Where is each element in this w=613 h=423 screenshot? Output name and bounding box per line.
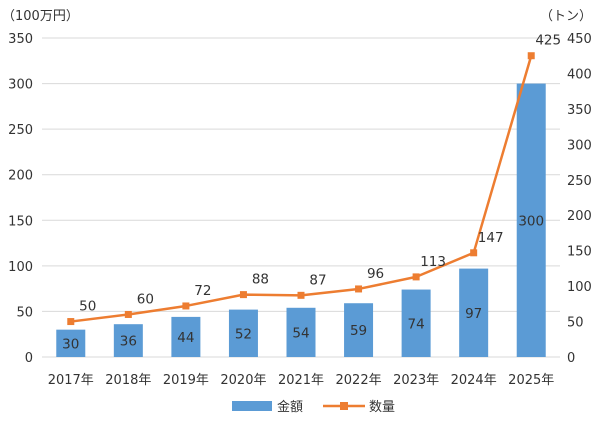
- bar: [228, 309, 258, 357]
- bar-value-label: 44: [177, 330, 194, 346]
- line-series-quantity: [67, 52, 535, 326]
- legend-marker-quantity: [340, 402, 348, 410]
- left-tick-label: 300: [8, 78, 33, 93]
- left-tick-label: 0: [25, 351, 33, 366]
- right-axis-unit: （トン）: [540, 9, 592, 24]
- right-tick-label: 100: [567, 280, 592, 295]
- bar: [56, 329, 86, 357]
- left-tick-label: 350: [8, 32, 33, 47]
- line-marker: [124, 310, 132, 318]
- category-axis: 2017年 2018年 2019年 2020年 2021年 2022年 2023年 2024年…: [48, 373, 555, 388]
- left-tick-label: 250: [8, 123, 33, 138]
- bar: [516, 83, 546, 358]
- right-axis: （トン） 0 50 100 150 200 250 300 350 400 450: [540, 9, 592, 366]
- line-value-label: 425: [535, 33, 561, 49]
- category-label: 2018年: [105, 373, 151, 388]
- bar-value-label: 74: [408, 316, 425, 332]
- right-tick-label: 250: [567, 174, 592, 189]
- left-tick-label: 100: [8, 260, 33, 275]
- line-marker: [412, 273, 420, 281]
- line-marker: [470, 249, 478, 257]
- bar-value-label: 30: [62, 336, 79, 352]
- bar-series-amount: [56, 83, 546, 358]
- legend-label-quantity: 数量: [369, 400, 395, 415]
- line-value-label: 50: [79, 299, 96, 315]
- line-value-label: 88: [252, 272, 269, 288]
- right-tick-label: 50: [567, 316, 584, 331]
- line-marker: [67, 318, 75, 326]
- bar-value-label: 59: [350, 323, 367, 339]
- right-tick-label: 0: [567, 351, 575, 366]
- bar-data-labels: 30 36 44 52 54 59 74 97 300: [62, 213, 544, 352]
- bar: [171, 316, 201, 357]
- left-tick-label: 150: [8, 214, 33, 229]
- category-label: 2019年: [163, 373, 209, 388]
- category-label: 2017年: [48, 373, 94, 388]
- category-label: 2020年: [220, 373, 266, 388]
- left-axis: （100万円） 0 50 100 150 200 250 300 350: [2, 9, 79, 366]
- bar-value-label: 36: [120, 334, 137, 350]
- bar: [113, 324, 143, 357]
- line-value-label: 60: [137, 291, 154, 307]
- bar-value-label: 54: [292, 325, 309, 341]
- right-tick-label: 300: [567, 138, 592, 153]
- bar-value-label: 300: [518, 213, 544, 229]
- bar-value-label: 52: [235, 326, 252, 342]
- legend-label-amount: 金額: [277, 399, 303, 415]
- right-tick-label: 350: [567, 103, 592, 118]
- bar-value-label: 97: [465, 306, 482, 322]
- right-tick-label: 150: [567, 245, 592, 260]
- line-value-label: 113: [420, 254, 446, 270]
- line-data-labels: 50 60 72 88 87 96 113 147 425: [79, 33, 561, 315]
- category-label: 2021年: [278, 373, 324, 388]
- line-value-label: 147: [478, 230, 504, 246]
- legend: 金額 数量: [232, 399, 395, 415]
- line-marker: [355, 285, 363, 293]
- bar: [401, 289, 431, 357]
- category-label: 2024年: [451, 373, 497, 388]
- line-marker: [527, 52, 535, 60]
- line-value-label: 87: [309, 272, 326, 288]
- line-value-label: 72: [194, 283, 211, 299]
- category-label: 2023年: [393, 373, 439, 388]
- legend-swatch-amount: [232, 401, 272, 411]
- category-label: 2022年: [336, 373, 382, 388]
- right-tick-label: 200: [567, 209, 592, 224]
- right-tick-label: 400: [567, 67, 592, 82]
- bar: [286, 307, 316, 357]
- bar: [344, 303, 374, 357]
- line-marker: [239, 291, 247, 299]
- line-marker: [297, 291, 305, 299]
- right-tick-label: 450: [567, 32, 592, 47]
- left-tick-label: 200: [8, 169, 33, 184]
- line-marker: [182, 302, 190, 310]
- left-axis-unit: （100万円）: [2, 9, 79, 24]
- left-tick-label: 50: [16, 305, 33, 320]
- category-label: 2025年: [508, 373, 554, 388]
- bar: [459, 268, 489, 357]
- line-value-label: 96: [367, 266, 384, 282]
